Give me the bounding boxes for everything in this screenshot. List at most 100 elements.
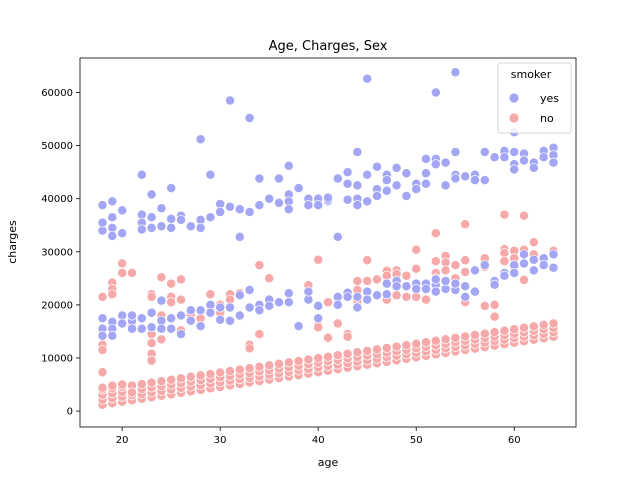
data-point-yes <box>156 323 167 334</box>
data-point-no <box>460 331 471 342</box>
data-point-yes <box>362 73 373 84</box>
data-point-no <box>421 337 431 348</box>
data-point-yes <box>117 205 128 216</box>
data-point-no <box>421 294 431 305</box>
data-point-no <box>146 377 157 388</box>
y-tick-label: 0 <box>67 407 73 418</box>
data-point-no <box>499 247 510 258</box>
data-point-yes <box>450 67 461 78</box>
data-point-no <box>166 297 177 308</box>
legend-marker-no <box>508 112 520 124</box>
data-point-yes <box>117 318 128 329</box>
data-point-no <box>430 335 441 346</box>
data-point-yes <box>136 224 147 235</box>
data-point-yes <box>401 191 412 201</box>
data-point-yes <box>107 196 118 207</box>
data-point-yes <box>303 200 314 211</box>
data-point-yes <box>185 221 196 232</box>
y-axis-label: charges <box>6 220 19 264</box>
data-point-yes <box>332 173 343 184</box>
data-point-yes <box>234 310 245 321</box>
data-point-yes <box>450 278 461 289</box>
data-point-yes <box>479 147 490 157</box>
data-point-no <box>401 340 412 351</box>
data-point-yes <box>313 200 324 211</box>
data-point-yes <box>234 231 245 242</box>
data-point-no <box>117 379 128 390</box>
data-point-yes <box>244 302 255 313</box>
data-point-yes <box>225 201 235 212</box>
data-point-yes <box>146 322 157 333</box>
data-point-yes <box>166 313 177 324</box>
data-point-yes <box>176 310 186 321</box>
y-axis: 0 10000 20000 30000 40000 50000 60000 <box>41 88 80 418</box>
data-point-yes <box>519 258 529 269</box>
data-point-yes <box>166 213 177 224</box>
data-point-yes <box>264 193 275 204</box>
data-point-yes <box>195 321 206 332</box>
data-point-yes <box>391 162 402 173</box>
data-point-no <box>323 297 333 308</box>
data-point-yes <box>479 175 490 186</box>
data-point-yes <box>342 194 353 205</box>
data-point-no <box>244 343 255 354</box>
data-point-no <box>450 260 461 271</box>
data-point-yes <box>470 265 480 276</box>
data-point-yes <box>342 178 353 189</box>
legend: smoker yes no <box>497 62 572 134</box>
data-point-no <box>332 350 343 361</box>
data-point-yes <box>244 113 255 123</box>
data-point-no <box>519 210 529 221</box>
data-point-no <box>293 356 304 366</box>
data-point-yes <box>411 284 422 294</box>
data-point-yes <box>127 310 137 321</box>
data-point-yes <box>166 183 177 194</box>
data-point-no <box>548 318 559 329</box>
data-point-yes <box>293 321 304 332</box>
x-tick-label: 50 <box>410 435 423 446</box>
data-point-no <box>205 289 216 300</box>
data-point-yes <box>548 157 559 168</box>
data-point-no <box>381 343 392 353</box>
data-point-yes <box>332 231 343 242</box>
data-point-yes <box>372 290 382 301</box>
data-point-yes <box>381 289 392 300</box>
data-point-yes <box>401 168 412 179</box>
y-tick-label: 50000 <box>41 141 73 152</box>
data-point-yes <box>411 184 422 195</box>
data-point-no <box>411 263 422 274</box>
data-point-yes <box>215 207 226 217</box>
data-point-no <box>401 270 412 281</box>
x-tick-label: 20 <box>116 435 129 446</box>
data-point-no <box>313 353 324 364</box>
data-point-no <box>97 345 108 355</box>
data-point-no <box>362 345 373 356</box>
data-point-yes <box>127 323 137 334</box>
data-point-yes <box>362 294 373 305</box>
legend-label-yes: yes <box>540 92 559 105</box>
data-point-yes <box>323 192 333 203</box>
data-point-no <box>479 300 490 311</box>
data-point-yes <box>313 313 324 324</box>
data-point-yes <box>225 315 235 326</box>
data-point-no <box>107 289 118 300</box>
data-point-no <box>323 351 333 362</box>
y-tick-label: 30000 <box>41 247 73 258</box>
data-point-yes <box>430 274 441 285</box>
data-point-no <box>470 330 480 340</box>
data-point-no <box>489 299 500 310</box>
plot-frame <box>79 57 577 428</box>
data-point-no <box>97 291 108 302</box>
data-point-no <box>430 228 441 239</box>
data-point-yes <box>254 200 265 211</box>
data-point-no <box>254 260 265 271</box>
data-point-yes <box>440 180 451 191</box>
data-point-no <box>146 338 157 349</box>
data-point-no <box>401 291 412 302</box>
data-point-no <box>391 341 402 352</box>
data-point-yes <box>528 265 539 276</box>
data-point-no <box>499 209 510 220</box>
x-tick-label: 60 <box>508 435 521 446</box>
data-point-yes <box>283 204 294 215</box>
data-point-yes <box>136 323 147 334</box>
